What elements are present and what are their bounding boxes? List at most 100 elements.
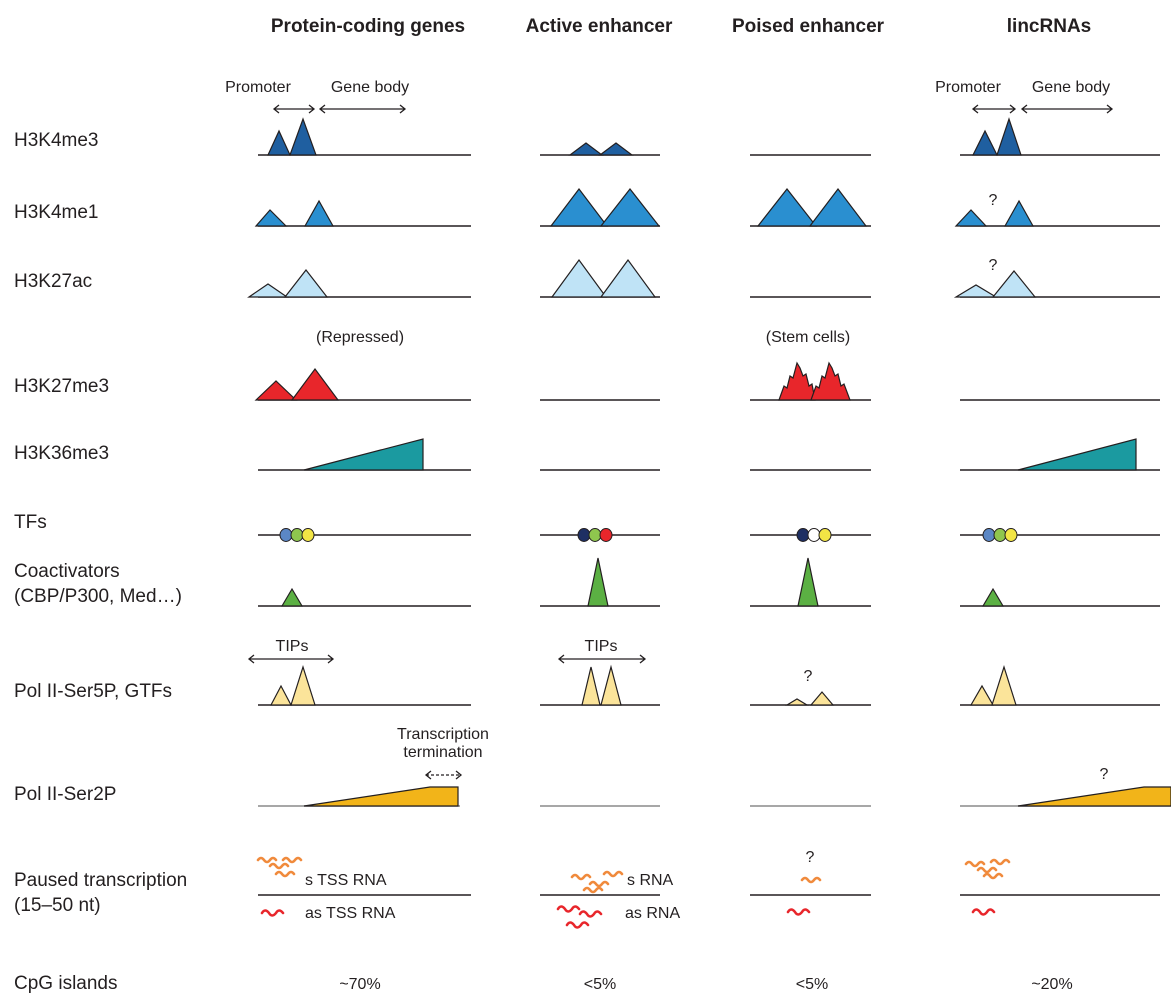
peak <box>797 557 819 607</box>
row-label-tfs: TFs <box>14 512 47 533</box>
tf-circle <box>279 528 293 542</box>
tfs-track <box>258 528 1160 542</box>
peak <box>954 209 988 227</box>
row-label-coactivators-examples: (CBP/P300, Med…) <box>14 586 182 607</box>
gradient-wedge <box>1017 786 1171 807</box>
row-label-h3k4me1: H3K4me1 <box>14 202 99 223</box>
row-label-paused-transcription: Paused transcription <box>14 870 187 891</box>
row-label-h3k27me3: H3K27me3 <box>14 376 109 397</box>
sense-rna-squiggle <box>256 856 278 864</box>
peak <box>969 684 995 706</box>
gradient-wedge <box>303 438 424 471</box>
peak <box>254 380 298 401</box>
termination-label-line1: Transcription <box>397 726 489 743</box>
cpg-value-lincrnas: ~20% <box>1031 976 1072 993</box>
column-header-active-enhancer: Active enhancer <box>526 16 673 37</box>
cpg-value-active-enhancer: <5% <box>584 976 616 993</box>
tips-arrow <box>557 654 647 664</box>
question-mark: ? <box>989 192 998 209</box>
peak <box>996 117 1022 156</box>
sense-rna-squiggle <box>976 866 998 874</box>
row-label-pol2-ser5p: Pol II-Ser5P, GTFs <box>14 681 172 702</box>
row-label-pol2-ser2p: Pol II-Ser2P <box>14 784 116 805</box>
tf-circle <box>577 528 591 542</box>
promoter-arrow <box>272 104 316 114</box>
tips-label: TIPs <box>585 638 618 655</box>
spiky-peak <box>810 361 851 401</box>
sense-rna-squiggle <box>602 870 624 878</box>
peak <box>600 664 622 706</box>
gene-body-label: Gene body <box>331 79 409 96</box>
row-label-h3k4me3: H3K4me3 <box>14 130 99 151</box>
cpg-value-poised-enhancer: <5% <box>796 976 828 993</box>
peak <box>283 269 329 298</box>
peak <box>809 691 835 706</box>
sense-rna-squiggle <box>989 858 1011 866</box>
peak <box>599 258 657 298</box>
peak <box>991 270 1037 298</box>
paused-transcription-track: s TSS RNA as TSS RNA s RNA as RNA ? <box>256 849 1160 929</box>
gene-body-arrow <box>318 104 407 114</box>
tips-active-enhancer: TIPs <box>557 638 647 664</box>
h3k4me1-track: ? <box>254 188 1160 227</box>
gradient-wedge <box>303 786 459 807</box>
peak <box>808 188 868 227</box>
tf-circle <box>290 528 304 542</box>
row-label-h3k27ac: H3K27ac <box>14 271 92 292</box>
antisense-rna-squiggle <box>578 910 603 918</box>
antisense-rna-squiggle <box>556 905 581 913</box>
peak <box>290 665 316 706</box>
peak <box>972 129 998 156</box>
row-label-paused-transcription-length: (15–50 nt) <box>14 895 101 916</box>
transcription-termination-annotation: Transcription termination <box>397 726 489 780</box>
question-mark: ? <box>804 668 813 685</box>
repressed-annotation: (Repressed) <box>316 329 404 346</box>
gene-body-arrow <box>1020 104 1114 114</box>
sense-rna-squiggle <box>274 870 296 878</box>
region-labels-lincrnas: Promoter Gene body <box>935 79 1114 114</box>
question-mark: ? <box>1100 766 1109 783</box>
cpg-value-protein-coding: ~70% <box>339 976 380 993</box>
region-labels-protein-coding: Promoter Gene body <box>225 79 409 114</box>
peak <box>599 188 661 227</box>
s-tss-rna-label: s TSS RNA <box>305 872 387 889</box>
tf-circle <box>588 528 602 542</box>
peak <box>953 284 999 298</box>
sense-rna-squiggle <box>582 886 604 894</box>
s-rna-label: s RNA <box>627 872 674 889</box>
gradient-wedge <box>1017 438 1137 471</box>
pol2-ser5p-track: ? <box>258 664 1160 706</box>
tf-circle <box>993 528 1007 542</box>
tf-circle <box>599 528 613 542</box>
as-rna-label: as RNA <box>625 905 680 922</box>
tf-circle <box>1004 528 1018 542</box>
tf-circle <box>818 528 832 542</box>
sense-rna-squiggle <box>982 872 1004 880</box>
sense-rna-squiggle <box>281 856 303 864</box>
gene-body-label: Gene body <box>1032 79 1110 96</box>
antisense-rna-squiggle <box>260 909 285 917</box>
h3k4me3-track <box>258 117 1160 156</box>
question-mark: ? <box>989 257 998 274</box>
sense-rna-squiggle <box>588 880 610 888</box>
column-header-lincrnas: lincRNAs <box>1007 16 1091 37</box>
peak <box>267 129 291 156</box>
promoter-arrow <box>971 104 1017 114</box>
tips-arrow <box>247 654 335 664</box>
peak <box>756 188 818 227</box>
sense-rna-squiggle <box>964 860 986 868</box>
peak <box>549 188 609 227</box>
coactivators-track <box>258 557 1160 607</box>
peak <box>550 258 608 298</box>
column-header-protein-coding: Protein-coding genes <box>271 16 465 37</box>
peak <box>303 199 335 227</box>
h3k27me3-track <box>254 361 1160 401</box>
peak <box>247 283 289 298</box>
column-header-poised-enhancer: Poised enhancer <box>732 16 885 37</box>
peak <box>581 666 601 706</box>
termination-arrowheads <box>424 770 463 780</box>
tf-circle <box>807 528 821 542</box>
spiky-peak <box>778 361 816 401</box>
peak <box>1003 199 1035 227</box>
antisense-rna-squiggle <box>565 921 590 929</box>
